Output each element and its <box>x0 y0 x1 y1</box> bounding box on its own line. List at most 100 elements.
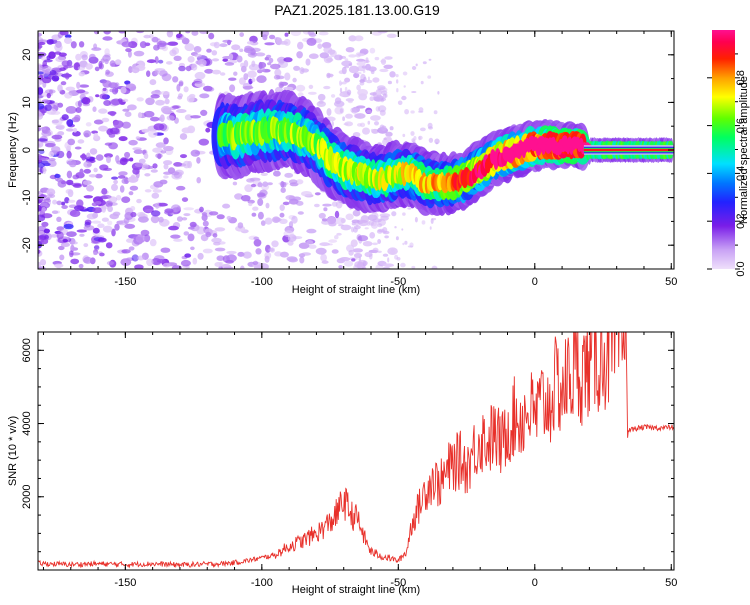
spectrogram-speckle <box>151 36 159 43</box>
spectrogram-xlabel: Height of straight line (km) <box>292 284 420 296</box>
spectrogram-speckle <box>402 242 405 246</box>
spectrogram-speckle <box>144 173 151 177</box>
spectrogram-speckle <box>193 78 203 84</box>
spectrogram-speckle <box>118 136 128 142</box>
spectrogram-speckle <box>264 255 270 263</box>
spectrogram-speckle <box>125 238 134 243</box>
spectrogram-speckle <box>185 65 192 72</box>
spectrogram-speckle <box>38 41 46 46</box>
spectrogram-speckle <box>297 92 304 97</box>
spectrogram-speckle <box>173 238 183 242</box>
spectrogram-speckle <box>373 96 381 101</box>
spectrogram-speckle <box>66 179 74 186</box>
spectrogram-speckle <box>61 205 68 209</box>
spectrogram-speckle <box>82 180 92 186</box>
spectrogram-speckle <box>113 179 118 185</box>
spectrogram-speckle <box>158 216 164 223</box>
spectrogram-speckle <box>222 58 229 62</box>
spectrogram-speckle <box>124 111 132 117</box>
spectrogram-speckle <box>372 77 380 83</box>
spectrogram-speckle <box>38 87 44 95</box>
spectrogram-speckle <box>118 31 126 34</box>
spectrogram-speckle <box>357 89 368 97</box>
spectrogram-speckle <box>76 229 88 233</box>
spectrogram-speckle <box>102 225 113 233</box>
spectrogram-speckle <box>253 236 260 240</box>
spectrogram-speckle <box>42 166 47 175</box>
spectrogram-speckle <box>78 41 85 48</box>
spectrogram-speckle <box>163 175 169 179</box>
spectrogram-speckle <box>178 65 186 72</box>
spectrogram-speckle <box>396 88 399 93</box>
spectrogram-speckle <box>357 123 362 127</box>
spectrogram-speckle <box>155 142 166 148</box>
spectrogram-speckle <box>224 62 235 66</box>
spectrogram-speckle <box>220 72 226 76</box>
spectrogram-speckle <box>319 242 331 247</box>
spectrogram-speckle <box>83 195 94 199</box>
spectrogram-speckle <box>158 59 164 64</box>
spectrogram-speckle <box>271 240 279 248</box>
spectrogram-speckle <box>83 243 89 248</box>
spectrogram-speckle <box>183 213 191 217</box>
spectrogram-speckle <box>104 48 110 56</box>
spectrogram-speckle <box>70 258 80 265</box>
spectrogram-speckle <box>379 68 389 73</box>
colorbar-tick-label: 0.0 <box>735 261 747 276</box>
spectrogram-speckle <box>65 86 76 92</box>
spectrogram-speckle <box>301 191 312 197</box>
spectrogram-speckle <box>154 70 159 76</box>
spectrogram-speckle <box>354 113 366 119</box>
spectrogram-speckle <box>148 130 158 138</box>
spectrogram-speckle <box>170 234 181 239</box>
spectrogram-speckle <box>435 142 438 145</box>
spectrogram-speckle <box>385 131 393 137</box>
spectrogram-speckle <box>345 213 354 221</box>
spectrogram-speckle <box>351 222 356 226</box>
spectrogram-speckle <box>63 223 74 230</box>
spectrogram-speckle <box>355 52 361 58</box>
spectrogram-speckle <box>314 192 321 196</box>
spectrogram-speckle <box>267 62 272 66</box>
spectrogram-speckle <box>179 36 187 41</box>
spectrogram-speckle <box>78 263 84 269</box>
spectrogram-speckle <box>400 262 406 268</box>
spectrogram-speckle <box>61 114 69 121</box>
spectrogram-speckle <box>149 238 157 247</box>
spectrogram-speckle <box>216 214 225 220</box>
spectrogram-speckle <box>153 44 160 51</box>
spectrogram-speckle <box>257 182 263 188</box>
spectrogram-speckle <box>225 260 234 264</box>
spectrogram-speckle <box>250 47 261 53</box>
spectrogram-speckle <box>260 220 266 226</box>
spectrogram-speckle <box>348 35 357 42</box>
spectrogram-speckle <box>83 256 93 264</box>
spectrogram-speckle <box>369 47 376 54</box>
spectrogram-speckle <box>422 61 427 65</box>
spectrogram-speckle <box>350 239 358 247</box>
spectrogram-speckle <box>58 245 65 251</box>
spectrogram-speckle <box>56 200 62 206</box>
spectrogram-speckle <box>306 240 314 245</box>
spectrogram-speckle <box>42 60 47 68</box>
spectrogram-speckle <box>149 79 157 86</box>
spectrogram-speckle <box>121 178 129 184</box>
spectrogram-speckle <box>131 67 140 74</box>
spectrogram-speckle <box>410 131 415 136</box>
spectrogram-speckle <box>163 145 174 152</box>
spectrogram-speckle <box>295 84 306 92</box>
spectrogram-speckle <box>199 206 204 213</box>
spectrogram-speckle <box>226 215 232 221</box>
spectrogram-speckle <box>191 63 198 71</box>
spectrogram-speckle <box>321 260 329 264</box>
spectrogram-speckle <box>150 215 160 224</box>
spectrogram-speckle <box>355 71 362 75</box>
spectrogram-speckle <box>248 202 253 207</box>
spectrogram-speckle <box>73 205 85 211</box>
spectrogram-speckle <box>45 197 51 201</box>
snr-xlabel: Height of straight line (km) <box>292 584 420 596</box>
spectrogram-speckle <box>410 110 415 114</box>
spectrogram-speckle <box>421 220 426 225</box>
spectrogram-speckle <box>106 261 114 266</box>
